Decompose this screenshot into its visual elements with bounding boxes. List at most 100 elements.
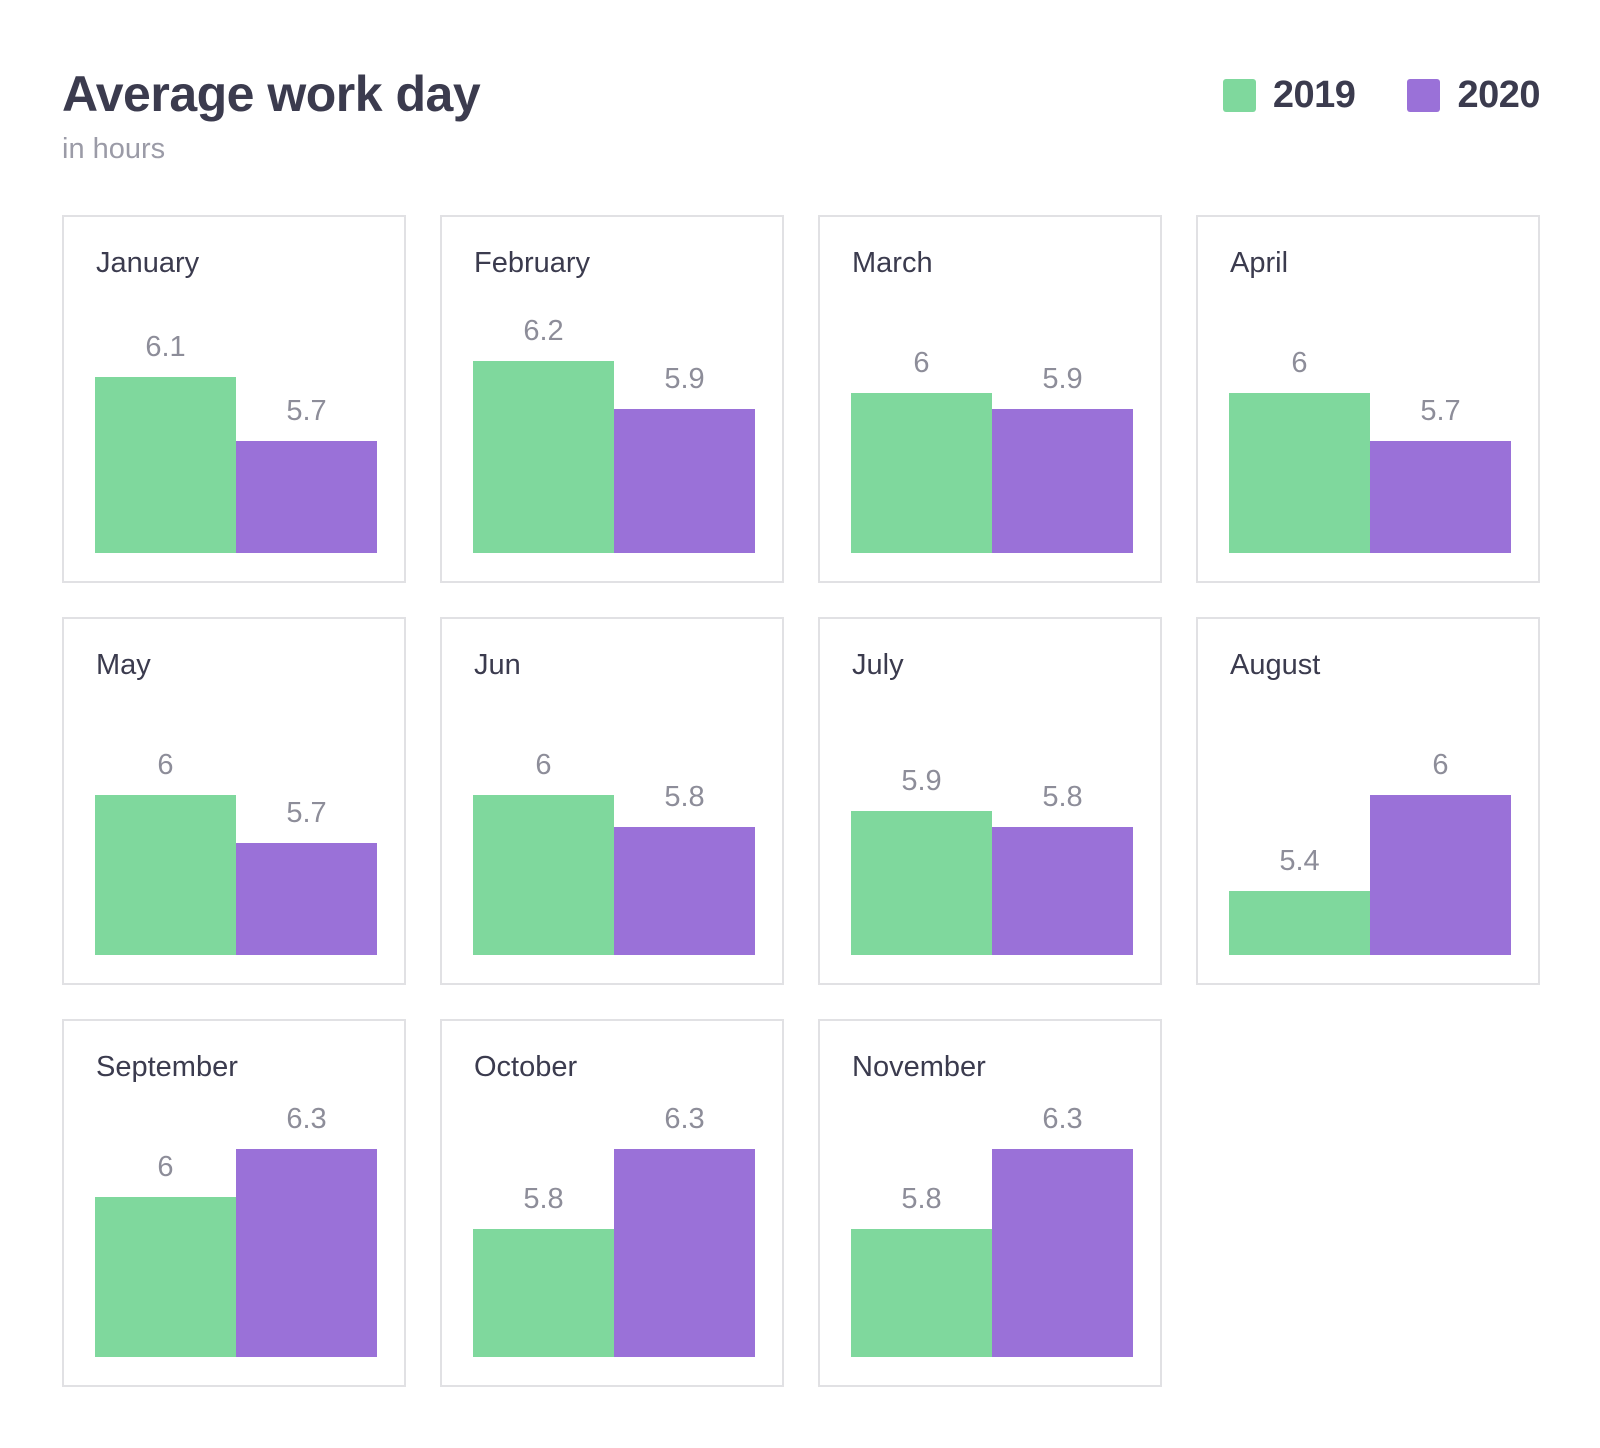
legend-item-2020[interactable]: 2020 <box>1407 74 1540 117</box>
bar-2019[interactable] <box>95 377 236 553</box>
bar-group-2020: 5.7 <box>236 397 377 553</box>
month-panel-october: October 5.8 6.3 <box>440 1019 784 1387</box>
month-panel-february: February 6.2 5.9 <box>440 215 784 583</box>
month-panel-march: March 6 5.9 <box>818 215 1162 583</box>
bar-group-2020: 5.7 <box>1370 397 1511 553</box>
bar-group-2019: 6.1 <box>95 333 236 553</box>
month-panel-jun: Jun 6 5.8 <box>440 617 784 985</box>
bars-area: 6.2 5.9 <box>473 317 755 553</box>
chart-legend: 2019 2020 <box>1222 74 1540 117</box>
bar-2019[interactable] <box>851 1229 992 1357</box>
bar-2019[interactable] <box>473 361 614 553</box>
bar-2019[interactable] <box>95 1197 236 1357</box>
bar-value-2019: 5.8 <box>901 1183 942 1215</box>
bar-2020[interactable] <box>614 1149 755 1357</box>
bar-group-2020: 5.8 <box>992 783 1133 955</box>
bar-2020[interactable] <box>992 827 1133 955</box>
month-label: October <box>474 1051 578 1083</box>
bar-2019[interactable] <box>851 393 992 553</box>
bar-value-2019: 6 <box>157 749 174 781</box>
bar-group-2019: 5.8 <box>473 1185 614 1357</box>
bar-2020[interactable] <box>1370 441 1511 553</box>
bar-2019[interactable] <box>1229 891 1370 955</box>
month-panel-august: August 5.4 6 <box>1196 617 1540 985</box>
bar-value-2019: 6 <box>1291 347 1308 379</box>
page-title: Average work day <box>62 66 481 122</box>
bars-area: 5.9 5.8 <box>851 767 1133 955</box>
bar-value-2019: 6.2 <box>523 315 564 347</box>
month-panel-november: November 5.8 6.3 <box>818 1019 1162 1387</box>
month-panel-may: May 6 5.7 <box>62 617 406 985</box>
bar-value-2020: 6.3 <box>664 1103 705 1135</box>
bar-value-2019: 5.4 <box>1279 845 1320 877</box>
bar-group-2019: 5.9 <box>851 767 992 955</box>
bar-value-2020: 5.7 <box>1420 395 1461 427</box>
bar-group-2019: 5.4 <box>1229 847 1370 955</box>
month-panel-september: September 6 6.3 <box>62 1019 406 1387</box>
bars-area: 5.4 6 <box>1229 751 1511 955</box>
bar-value-2020: 5.9 <box>664 363 705 395</box>
legend-swatch-2020 <box>1407 79 1441 112</box>
bar-2020[interactable] <box>236 843 377 955</box>
bar-value-2020: 5.8 <box>664 781 705 813</box>
page-subtitle: in hours <box>62 133 166 165</box>
bar-group-2019: 6 <box>95 1153 236 1357</box>
month-panel-april: April 6 5.7 <box>1196 215 1540 583</box>
bar-value-2019: 6 <box>157 1151 174 1183</box>
bars-area: 6 6.3 <box>95 1105 377 1357</box>
legend-swatch-2019 <box>1222 79 1256 112</box>
month-panel-july: July 5.9 5.8 <box>818 617 1162 985</box>
bar-group-2019: 6 <box>473 751 614 955</box>
bar-2019[interactable] <box>95 795 236 955</box>
bars-area: 6 5.9 <box>851 349 1133 553</box>
month-label: May <box>96 649 151 681</box>
bar-2020[interactable] <box>1370 795 1511 955</box>
month-label: April <box>1230 247 1289 279</box>
bar-value-2019: 5.9 <box>901 765 942 797</box>
bar-value-2020: 5.8 <box>1042 781 1083 813</box>
bar-group-2020: 5.9 <box>614 365 755 553</box>
legend-item-2019[interactable]: 2019 <box>1222 74 1356 117</box>
bar-2019[interactable] <box>1229 393 1370 553</box>
bar-2020[interactable] <box>992 1149 1133 1357</box>
bar-value-2020: 5.9 <box>1042 363 1083 395</box>
bar-group-2020: 5.8 <box>614 783 755 955</box>
bar-group-2019: 6 <box>851 349 992 553</box>
month-label: September <box>96 1051 238 1083</box>
bar-group-2019: 6 <box>95 751 236 955</box>
bar-value-2020: 6 <box>1432 749 1449 781</box>
bar-2020[interactable] <box>236 1149 377 1357</box>
month-label: November <box>852 1051 986 1083</box>
bar-value-2020: 5.7 <box>286 395 327 427</box>
bar-value-2019: 6 <box>535 749 552 781</box>
legend-label: 2020 <box>1457 74 1540 116</box>
bars-area: 5.8 6.3 <box>473 1105 755 1357</box>
bars-area: 6.1 5.7 <box>95 333 377 553</box>
months-grid: January 6.1 5.7 February 6.2 5.9 March 6 5.9 Apri… <box>62 215 1540 1387</box>
bar-2020[interactable] <box>614 409 755 553</box>
bars-area: 6 5.8 <box>473 751 755 955</box>
bars-area: 5.8 6.3 <box>851 1105 1133 1357</box>
month-panel-january: January 6.1 5.7 <box>62 215 406 583</box>
bar-2019[interactable] <box>851 811 992 955</box>
bar-value-2020: 6.3 <box>1042 1103 1083 1135</box>
bar-2020[interactable] <box>614 827 755 955</box>
bar-value-2019: 6 <box>913 347 930 379</box>
month-label: August <box>1230 649 1321 681</box>
bar-group-2020: 5.7 <box>236 799 377 955</box>
bar-value-2019: 5.8 <box>523 1183 564 1215</box>
bar-2019[interactable] <box>473 795 614 955</box>
bar-value-2020: 6.3 <box>286 1103 327 1135</box>
bar-group-2020: 6.3 <box>992 1105 1133 1357</box>
month-label: March <box>852 247 933 279</box>
bars-area: 6 5.7 <box>95 751 377 955</box>
bar-2020[interactable] <box>236 441 377 553</box>
bar-2019[interactable] <box>473 1229 614 1357</box>
month-label: Jun <box>474 649 521 681</box>
bar-value-2020: 5.7 <box>286 797 327 829</box>
bar-2020[interactable] <box>992 409 1133 553</box>
month-label: February <box>474 247 591 279</box>
month-label: July <box>852 649 904 681</box>
bar-group-2019: 6 <box>1229 349 1370 553</box>
